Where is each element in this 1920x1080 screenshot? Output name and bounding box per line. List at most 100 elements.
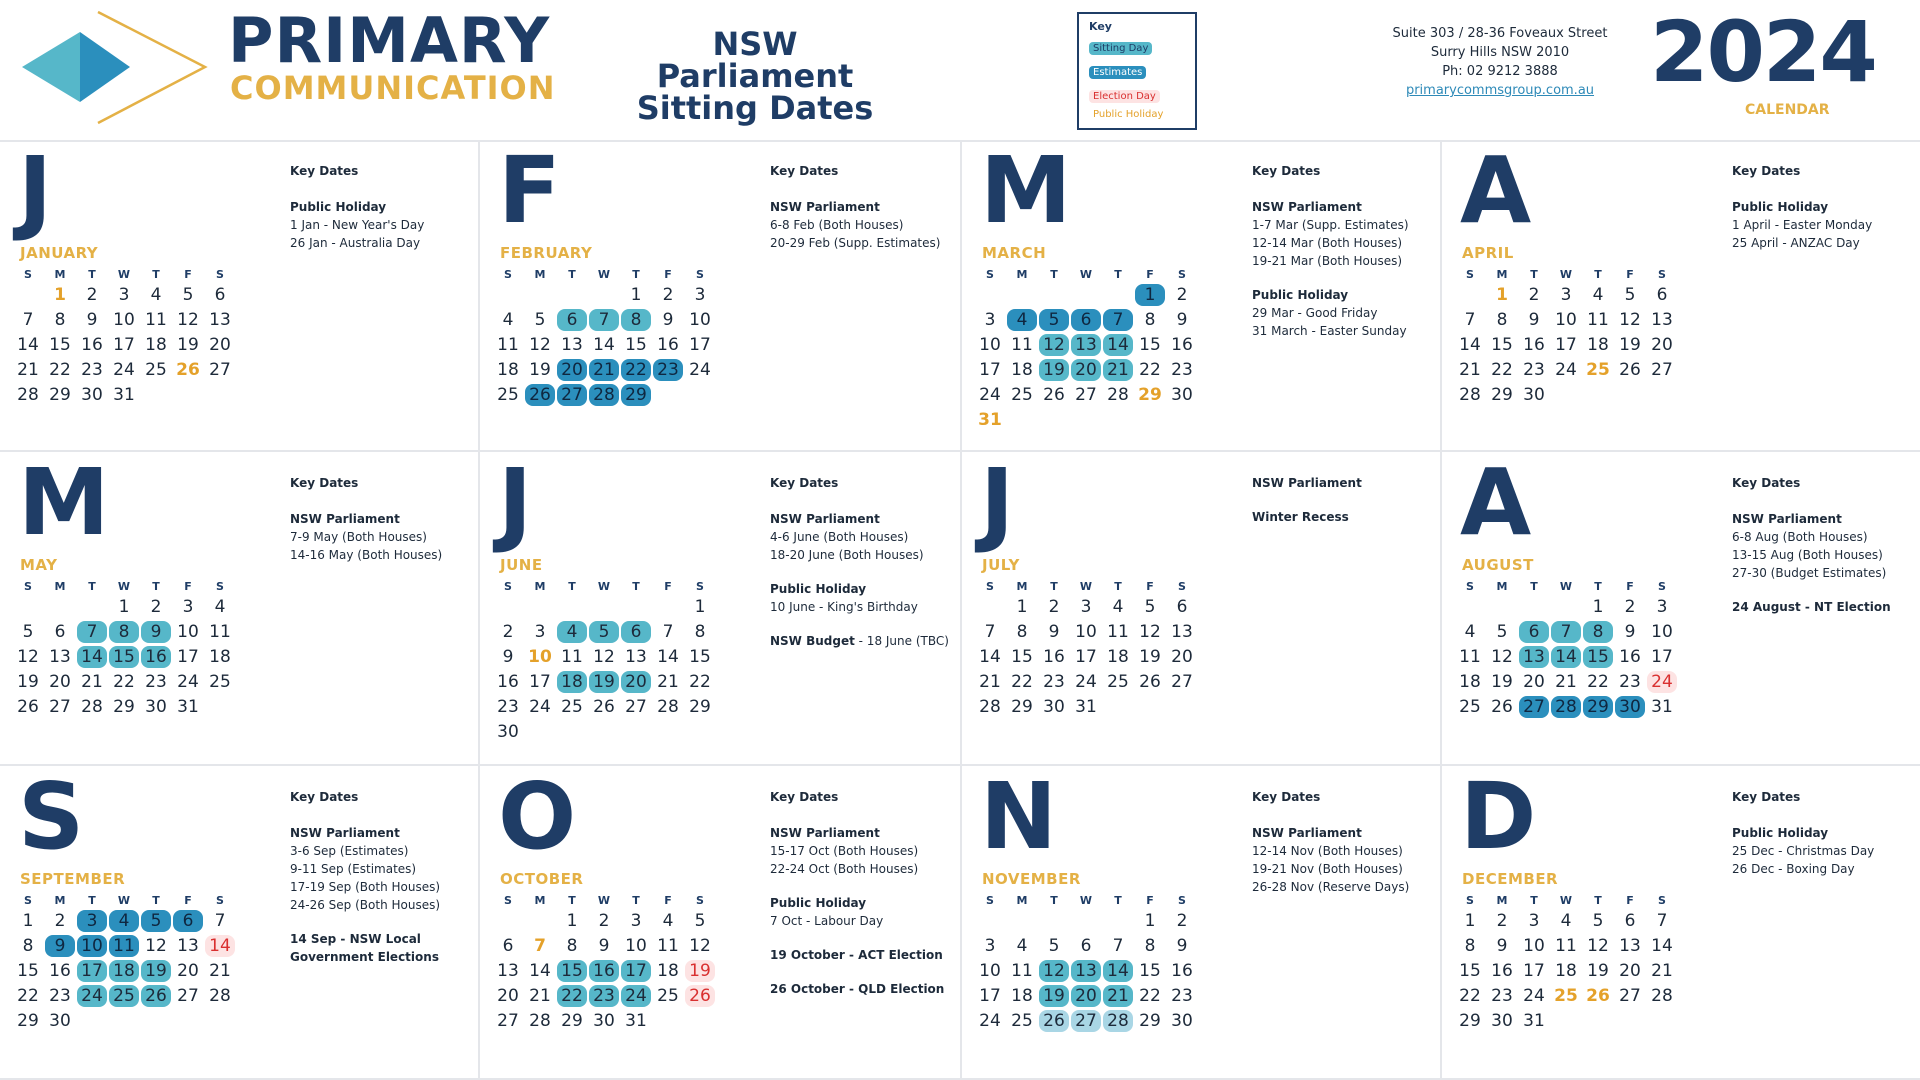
day-cell: 12 [1491, 647, 1513, 667]
weekday-label: F [1146, 268, 1154, 281]
key-dates-line: 31 March - Easter Sunday [1252, 324, 1407, 338]
key-dates-section: NSW Parliament 3-6 Sep (Estimates) 9-11 Se… [290, 824, 480, 914]
day-cell: 16 [1171, 335, 1193, 355]
day-cell: 28 [1551, 696, 1581, 718]
day-cell: 7 [534, 936, 546, 956]
day-cell: 21 [1459, 360, 1481, 380]
day-cell: 29 [49, 385, 71, 405]
weekday-label: S [1466, 894, 1474, 907]
key-dates-line: 6-8 Aug (Both Houses) [1732, 530, 1868, 544]
day-cell: 11 [209, 622, 231, 642]
key-dates-section: NSW Parliament 4-6 June (Both Houses) 18-2… [770, 510, 960, 564]
key-dates-heading: NSW Parliament [770, 200, 880, 214]
weekday-label: W [597, 580, 611, 593]
key-dates-line: 6-8 Feb (Both Houses) [770, 218, 904, 232]
day-cell: 9 [598, 936, 610, 956]
key-dates-line: 12-14 Mar (Both Houses) [1252, 236, 1403, 250]
day-cell: 5 [1592, 911, 1604, 931]
day-cell: 23 [49, 986, 71, 1006]
day-cell: 7 [589, 309, 619, 331]
key-dates-title: Key Dates [1732, 164, 1801, 178]
day-cell: 29 [689, 697, 711, 717]
day-cell: 13 [625, 647, 647, 667]
day-cell: 14 [1651, 936, 1673, 956]
day-cell: 8 [22, 936, 34, 956]
day-cell: 22 [1459, 986, 1481, 1006]
day-cell: 6 [1519, 621, 1549, 643]
day-cell: 1 [1135, 284, 1165, 306]
day-cell: 24 [1647, 671, 1677, 693]
key-dates-line: 10 June - King's Birthday [770, 600, 918, 614]
day-cell: 23 [1619, 672, 1641, 692]
weekday-label: W [1559, 894, 1573, 907]
phone-number: Ph: 02 9212 3888 [1442, 64, 1558, 79]
day-cell: 17 [113, 335, 135, 355]
day-cell: 14 [1551, 646, 1581, 668]
day-cell: 1 [630, 285, 642, 305]
day-cell: 25 [209, 672, 231, 692]
day-cell: 18 [1587, 335, 1609, 355]
day-cell: 21 [1103, 985, 1133, 1007]
day-cell: 10 [177, 622, 199, 642]
day-cell: 22 [689, 672, 711, 692]
day-cell: 27 [1519, 696, 1549, 718]
day-cell: 29 [1138, 385, 1162, 405]
day-cell: 26 [525, 384, 555, 406]
website-link[interactable]: primarycommsgroup.com.au [1405, 83, 1595, 98]
key-dates-section: 26 October - QLD Election [770, 980, 960, 998]
weekday-label: S [504, 580, 512, 593]
grid-divider [0, 140, 1920, 142]
weekday-label: T [568, 580, 576, 593]
day-cell: 3 [984, 936, 996, 956]
day-cell: 10 [1555, 310, 1577, 330]
day-cell: 4 [557, 621, 587, 643]
day-cell: 11 [1011, 335, 1033, 355]
weekday-label: T [1530, 580, 1538, 593]
key-dates-line: 18-20 June (Both Houses) [770, 548, 924, 562]
day-cell: 10 [979, 335, 1001, 355]
key-dates-notes: Key Dates NSW Parliament 1-7 Mar (Supp. Es… [1252, 162, 1442, 356]
day-cell: 3 [1656, 597, 1668, 617]
day-cell: 12 [1587, 936, 1609, 956]
day-cell: 23 [653, 359, 683, 381]
day-cell: 7 [662, 622, 674, 642]
day-cell: 27 [177, 986, 199, 1006]
day-cell: 20 [497, 986, 519, 1006]
day-cell: 5 [22, 622, 34, 642]
day-cell: 10 [979, 961, 1001, 981]
weekday-label: T [1594, 894, 1602, 907]
key-dates-section: NSW Parliament 12-14 Nov (Both Houses) 19-… [1252, 824, 1442, 896]
day-cell: 13 [1171, 622, 1193, 642]
day-cell: 15 [1139, 961, 1161, 981]
month-panel-july: J JULY S M T W T F S 1 2 3 4 5 6 7 8 9 10 11 12 13 14 15 16 17 18 1… [962, 452, 1432, 762]
day-cell: 28 [1107, 385, 1129, 405]
day-cell: 15 [625, 335, 647, 355]
grid-divider [960, 140, 962, 1080]
day-cell: 28 [589, 384, 619, 406]
day-cell: 8 [54, 310, 66, 330]
weekday-label: T [632, 580, 640, 593]
month-name: NOVEMBER [982, 870, 1081, 888]
day-cell: 29 [561, 1011, 583, 1031]
day-cell: 8 [1016, 622, 1028, 642]
weekday-label: W [117, 580, 131, 593]
day-cell: 8 [109, 621, 139, 643]
weekday-label: F [664, 580, 672, 593]
day-cell: 25 [1586, 360, 1610, 380]
day-cell: 29 [621, 384, 651, 406]
day-cell: 17 [1075, 647, 1097, 667]
day-cell: 11 [1459, 647, 1481, 667]
day-cell: 24 [1523, 986, 1545, 1006]
day-cell: 29 [113, 697, 135, 717]
day-cell: 30 [49, 1011, 71, 1031]
key-dates-notes: Key Dates NSW Parliament 3-6 Sep (Estimate… [290, 788, 480, 982]
weekday-label: T [1114, 580, 1122, 593]
day-cell: 29 [1139, 1011, 1161, 1031]
grid-divider [478, 140, 480, 1080]
weekday-label: T [632, 268, 640, 281]
day-cell: 15 [1491, 335, 1513, 355]
legend-sitting-day: Sitting Day [1089, 42, 1153, 55]
day-cell: 26 [593, 697, 615, 717]
month-name: JANUARY [20, 244, 99, 262]
day-cell: 26 [1139, 672, 1161, 692]
